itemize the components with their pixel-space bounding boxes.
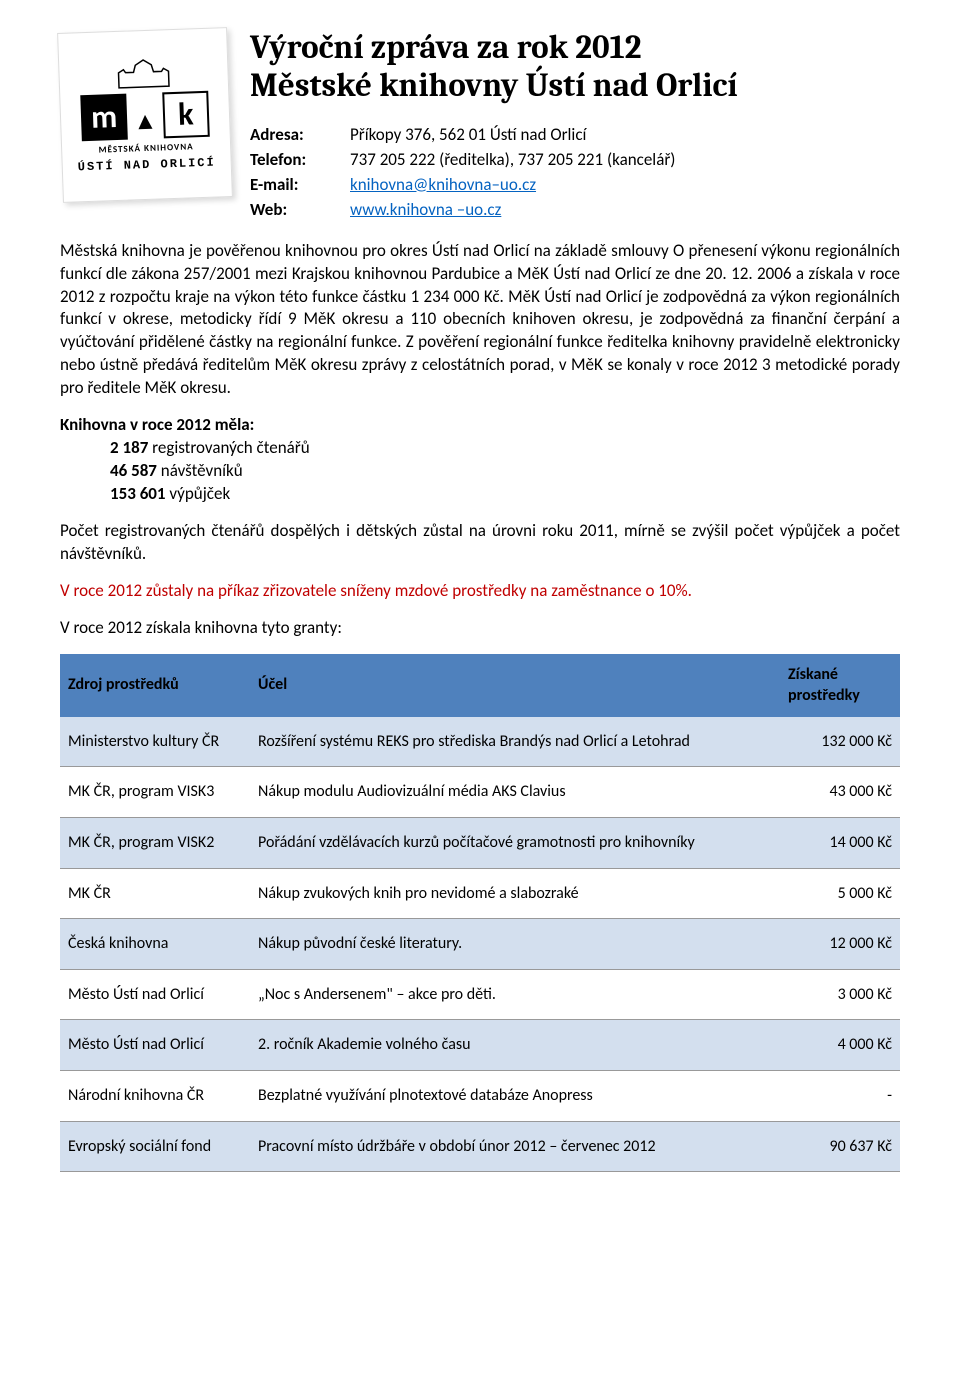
cell-purpose: Pracovní místo údržbáře v období únor 20…	[250, 1121, 780, 1172]
page-title: Výroční zpráva za rok 2012 Městské kniho…	[250, 30, 900, 106]
stats-row-2: 46 587 návštěvníků	[60, 460, 900, 483]
stats-row-1: 2 187 registrovaných čtenářů	[60, 437, 900, 460]
cell-source: MK ČR, program VISK3	[60, 767, 250, 818]
cell-purpose: 2. ročník Akademie volného času	[250, 1020, 780, 1071]
cell-source: MK ČR, program VISK2	[60, 818, 250, 869]
table-row: MK ČR, program VISK2Pořádání vzdělávacíc…	[60, 818, 900, 869]
cell-purpose: Nákup původní české literatury.	[250, 919, 780, 970]
table-row: Město Ústí nad Orlicí2. ročník Akademie …	[60, 1020, 900, 1071]
cell-purpose: Bezplatné využívání plnotextové databáze…	[250, 1071, 780, 1122]
cell-source: Národní knihovna ČR	[60, 1071, 250, 1122]
cell-source: MK ČR	[60, 868, 250, 919]
table-header-row: Zdroj prostředků Účel Získané prostředky	[60, 654, 900, 717]
table-row: Ministerstvo kultury ČRRozšíření systému…	[60, 717, 900, 767]
title-line-1: Výroční zpráva za rok 2012	[250, 29, 641, 67]
paragraph-grants-intro: V roce 2012 získala knihovna tyto granty…	[60, 617, 900, 640]
paragraph-intro: Městská knihovna je pověřenou knihovnou …	[60, 240, 900, 401]
cell-purpose: Rozšíření systému REKS pro střediska Bra…	[250, 717, 780, 767]
table-row: MK ČR, program VISK3Nákup modulu Audiovi…	[60, 767, 900, 818]
cell-purpose: Pořádání vzdělávacích kurzů počítačové g…	[250, 818, 780, 869]
cell-amount: 132 000 Kč	[780, 717, 900, 767]
logo-castle-icon	[113, 56, 174, 94]
label-adresa: Adresa:	[250, 124, 350, 147]
grants-table: Zdroj prostředků Účel Získané prostředky…	[60, 654, 900, 1173]
cell-amount: 12 000 Kč	[780, 919, 900, 970]
table-row: Evropský sociální fondPracovní místo údr…	[60, 1121, 900, 1172]
cell-amount: 43 000 Kč	[780, 767, 900, 818]
title-line-2: Městské knihovny Ústí nad Orlicí	[250, 67, 738, 105]
table-row: Česká knihovnaNákup původní české litera…	[60, 919, 900, 970]
logo-letter-k: k	[162, 91, 210, 139]
logo-subtitle: MĚSTSKÁ KNIHOVNA	[99, 141, 194, 156]
stats-heading: Knihovna v roce 2012 měla:	[60, 414, 900, 437]
header-row: m ▲ k MĚSTSKÁ KNIHOVNA ÚSTÍ NAD ORLICÍ V…	[60, 30, 900, 222]
cell-amount: 3 000 Kč	[780, 969, 900, 1020]
paragraph-readers: Počet registrovaných čtenářů dospělých i…	[60, 520, 900, 566]
label-telefon: Telefon:	[250, 149, 350, 172]
cell-amount: 5 000 Kč	[780, 868, 900, 919]
logo-letter-m: m	[80, 93, 128, 141]
th-source: Zdroj prostředků	[60, 654, 250, 717]
logo-block: m ▲ k MĚSTSKÁ KNIHOVNA ÚSTÍ NAD ORLICÍ	[60, 30, 230, 222]
cell-source: Česká knihovna	[60, 919, 250, 970]
link-email[interactable]: knihovna@knihovna–uo.cz	[350, 174, 536, 195]
th-purpose: Účel	[250, 654, 780, 717]
stats-label-2: návštěvníků	[157, 460, 243, 481]
cell-source: Město Ústí nad Orlicí	[60, 969, 250, 1020]
link-web[interactable]: www.knihovna –uo.cz	[350, 199, 501, 220]
cell-purpose: Nákup zvukových knih pro nevidomé a slab…	[250, 868, 780, 919]
label-web: Web:	[250, 199, 350, 222]
stats-value-2: 46 587	[110, 460, 157, 481]
cell-source: Ministerstvo kultury ČR	[60, 717, 250, 767]
stats-value-1: 2 187	[110, 437, 148, 458]
table-row: Město Ústí nad Orlicí„Noc s Andersenem" …	[60, 969, 900, 1020]
label-email: E-mail:	[250, 174, 350, 197]
cell-purpose: Nákup modulu Audiovizuální média AKS Cla…	[250, 767, 780, 818]
paragraph-wage-cut: V roce 2012 zůstaly na příkaz zřizovatel…	[60, 580, 900, 603]
value-adresa: Příkopy 376, 562 01 Ústí nad Orlicí	[350, 124, 900, 147]
cell-source: Město Ústí nad Orlicí	[60, 1020, 250, 1071]
stats-block: Knihovna v roce 2012 měla: 2 187 registr…	[60, 414, 900, 506]
cell-amount: 4 000 Kč	[780, 1020, 900, 1071]
table-row: MK ČRNákup zvukových knih pro nevidomé a…	[60, 868, 900, 919]
table-row: Národní knihovna ČRBezplatné využívání p…	[60, 1071, 900, 1122]
th-amount: Získané prostředky	[780, 654, 900, 717]
logo-city: ÚSTÍ NAD ORLICÍ	[77, 155, 216, 176]
title-block: Výroční zpráva za rok 2012 Městské kniho…	[250, 30, 900, 222]
value-telefon: 737 205 222 (ředitelka), 737 205 221 (ka…	[350, 149, 900, 172]
cell-amount: 14 000 Kč	[780, 818, 900, 869]
cell-purpose: „Noc s Andersenem" – akce pro děti.	[250, 969, 780, 1020]
cell-source: Evropský sociální fond	[60, 1121, 250, 1172]
stats-row-3: 153 601 výpůjček	[60, 483, 900, 506]
logo-image: m ▲ k MĚSTSKÁ KNIHOVNA ÚSTÍ NAD ORLICÍ	[57, 27, 233, 203]
stats-value-3: 153 601	[110, 483, 166, 504]
stats-label-1: registrovaných čtenářů	[148, 437, 309, 458]
contact-grid: Adresa: Příkopy 376, 562 01 Ústí nad Orl…	[250, 124, 900, 222]
cell-amount: -	[780, 1071, 900, 1122]
cell-amount: 90 637 Kč	[780, 1121, 900, 1172]
logo-book-icon: ▲	[133, 106, 158, 139]
stats-label-3: výpůjček	[166, 483, 231, 504]
